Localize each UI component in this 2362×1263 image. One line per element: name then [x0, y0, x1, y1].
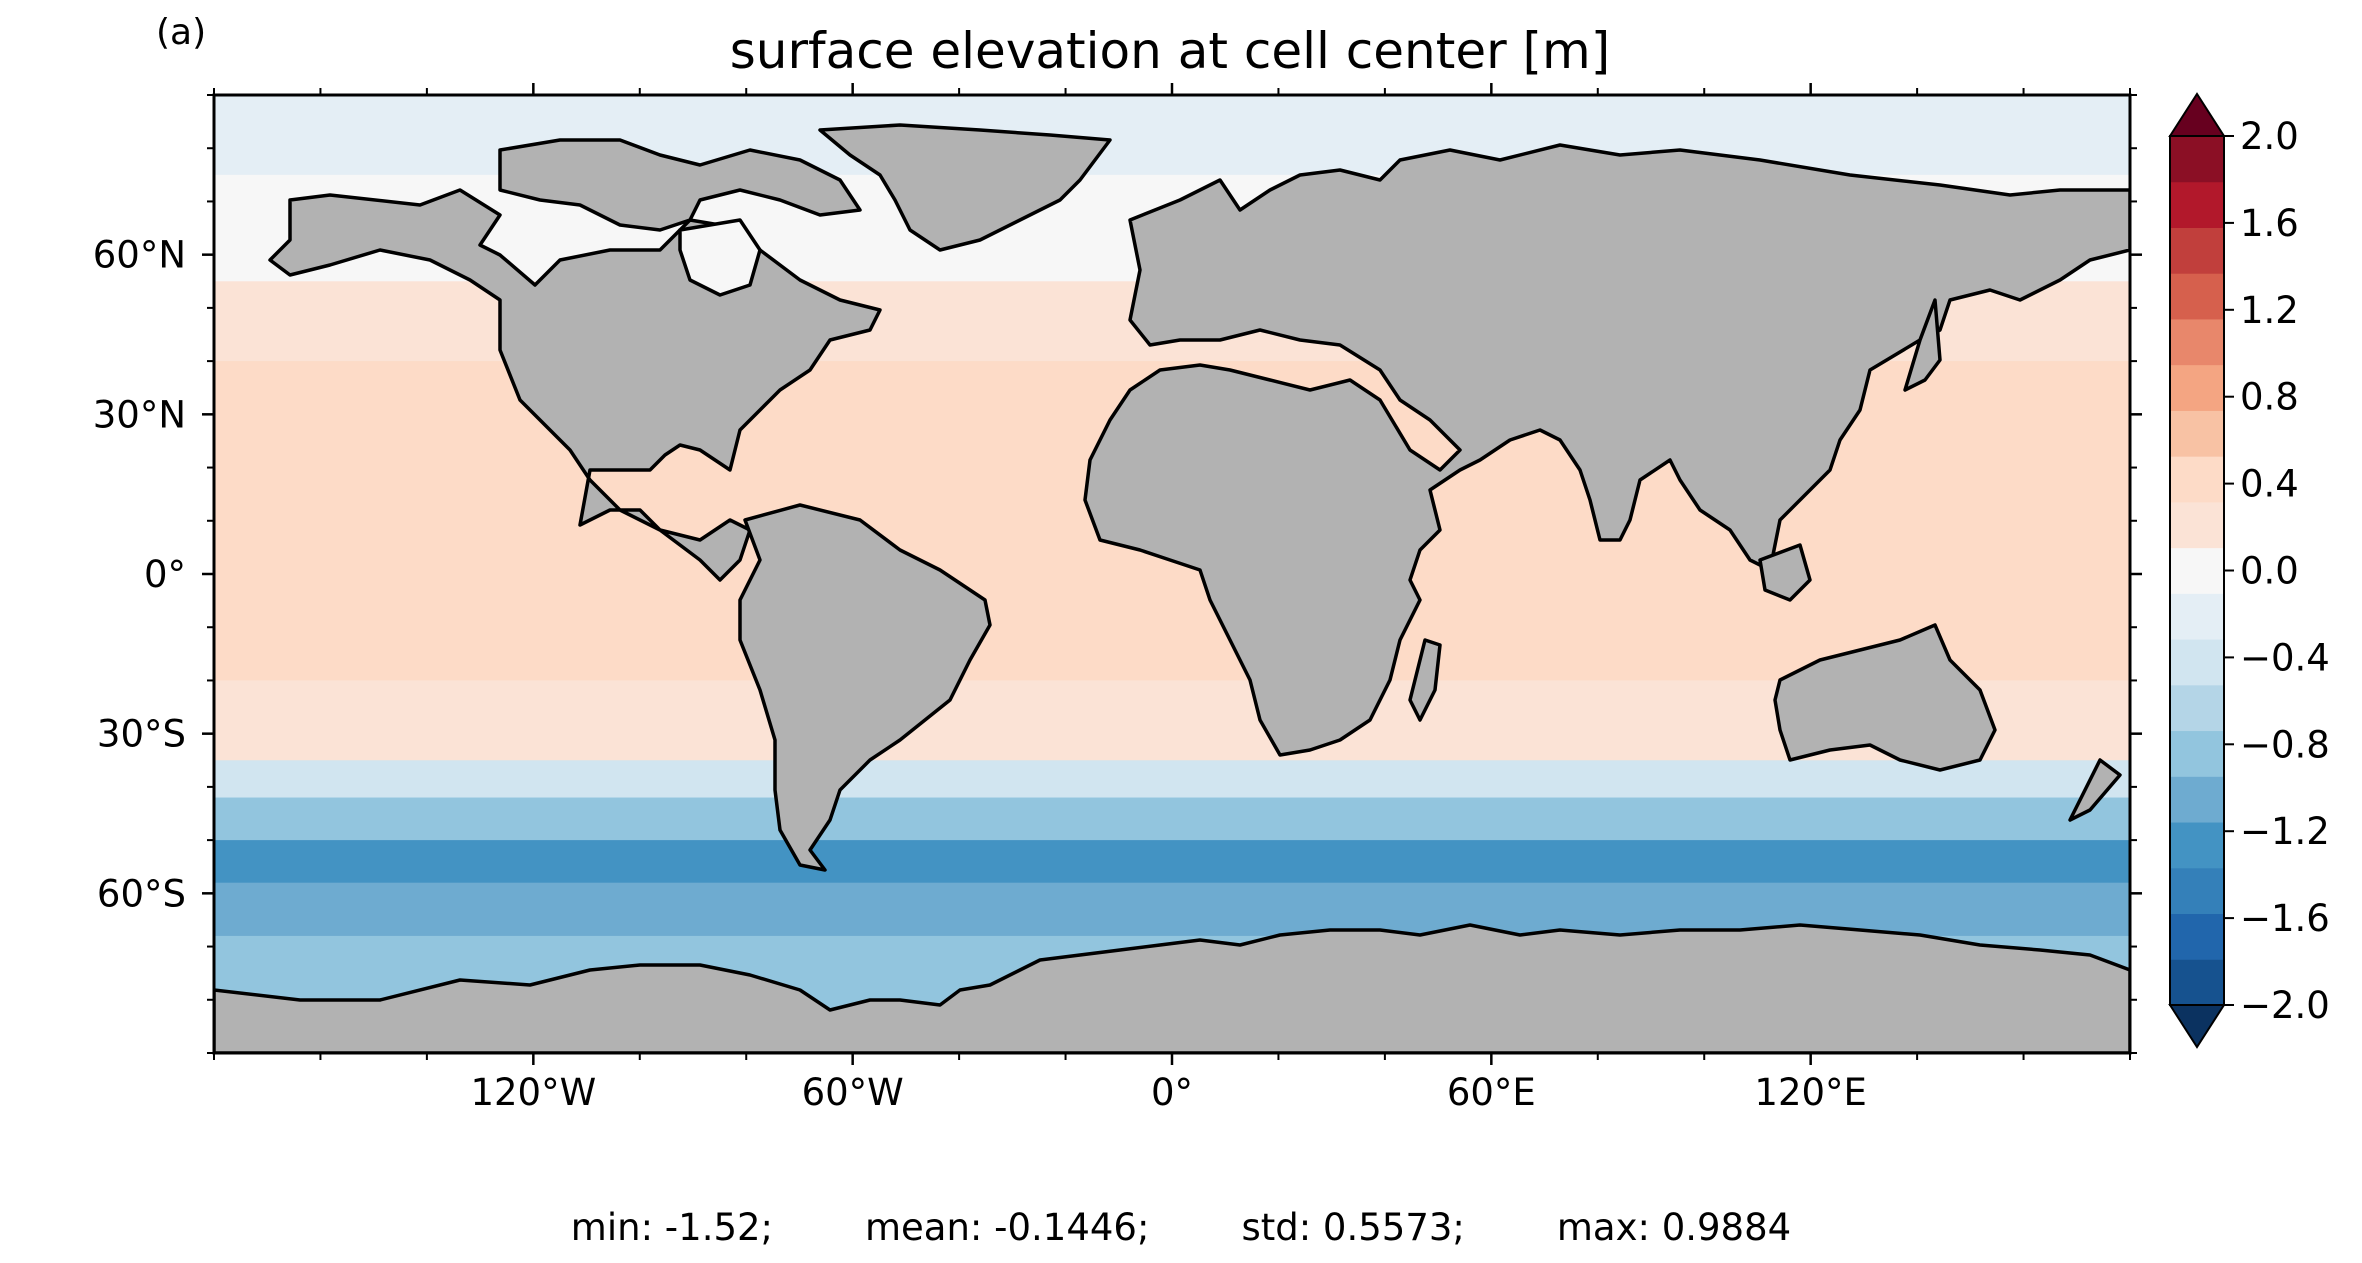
x-tick-label: 0°: [1151, 1071, 1193, 1114]
colorbar-bin: [2170, 639, 2224, 686]
stats-std: std: 0.5573;: [1241, 1206, 1465, 1249]
colorbar-bin: [2170, 410, 2224, 457]
land-canadian-arctic: [498, 138, 862, 232]
land-madagascar: [1408, 638, 1442, 722]
colorbar-tick-label: 0.4: [2240, 463, 2299, 506]
y-tick-label: 60°S: [97, 872, 186, 915]
x-tick-label: 120°W: [470, 1071, 596, 1114]
y-tick-label: 60°N: [93, 234, 186, 277]
colorbar-tick-label: −0.8: [2240, 723, 2330, 766]
x-tick-label: 60°W: [802, 1071, 904, 1114]
colorbar: 2.0 1.6 1.2 0.8 0.4 0.0 −0.4 −0.8 −1.2 −1.6 −2.0: [2168, 92, 2330, 1049]
colorbar-tick-label: −1.6: [2240, 897, 2330, 940]
colorbar-bin: [2170, 227, 2224, 274]
land-south-america: [738, 503, 992, 872]
map-axes: 120°W 60°W 0° 60°E 120°E 60°N 30°N 0° 30°S 60°S: [93, 83, 2142, 1114]
stats-min: min: -1.52;: [570, 1206, 773, 1249]
land-borneo: [1758, 543, 1812, 602]
land-hudson-bay-water: [678, 218, 762, 297]
ocean-band: [214, 797, 2130, 842]
ocean-band: [214, 760, 2130, 799]
stats-mean: mean: -0.1446;: [865, 1206, 1150, 1249]
colorbar-extend-min: [2168, 1004, 2226, 1049]
y-tick-label: 30°S: [97, 713, 186, 756]
colorbar-bin: [2170, 136, 2224, 183]
colorbar-bin: [2170, 730, 2224, 777]
colorbar-tick-label: 1.6: [2240, 202, 2299, 245]
land-japan: [1903, 298, 1942, 392]
panel-label: (a): [156, 12, 207, 53]
land-antarctica: [214, 923, 2130, 1053]
colorbar-bin: [2170, 273, 2224, 320]
colorbar-tick-label: 1.2: [2240, 289, 2299, 332]
colorbar-bin: [2170, 913, 2224, 960]
land-australia: [1773, 623, 1997, 772]
y-tick-label: 30°N: [93, 393, 186, 436]
land-masses: [214, 123, 2130, 1053]
colorbar-bin: [2170, 593, 2224, 640]
colorbar-bin: [2170, 867, 2224, 915]
colorbar-bin: [2170, 776, 2224, 823]
stats-line: min: -1.52; mean: -0.1446; std: 0.5573; max…: [0, 1206, 2362, 1249]
colorbar-bin: [2170, 501, 2224, 549]
colorbar-extend-max: [2168, 92, 2226, 137]
colorbar-tick-label: −2.0: [2240, 984, 2330, 1027]
colorbar-bin: [2170, 547, 2224, 594]
map-title: surface elevation at cell center [m]: [729, 22, 1611, 80]
colorbar-tick-label: −0.4: [2240, 636, 2330, 679]
ocean-band: [214, 840, 2130, 884]
colorbar-bin: [2170, 318, 2224, 366]
colorbar-tick-label: 0.0: [2240, 550, 2299, 593]
land-new-zealand: [2068, 758, 2122, 822]
x-tick-label: 120°E: [1754, 1071, 1867, 1114]
colorbar-tick-label: 0.8: [2240, 376, 2299, 419]
colorbar-bin: [2170, 181, 2224, 228]
colorbar-bin: [2170, 456, 2224, 503]
land-eurasia-africa: [1083, 143, 2130, 757]
land-greenland: [818, 123, 1112, 252]
colorbar-bin: [2170, 684, 2224, 732]
colorbar-bin: [2170, 364, 2224, 411]
colorbar-bin: [2170, 822, 2224, 869]
colorbar-tick-label: 2.0: [2240, 115, 2299, 158]
colorbar-tick-label: −1.2: [2240, 810, 2330, 853]
colorbar-bin: [2170, 959, 2224, 1006]
x-tick-label: 60°E: [1447, 1071, 1536, 1114]
stats-max: max: 0.9884: [1556, 1206, 1792, 1249]
y-tick-label: 0°: [144, 553, 186, 596]
